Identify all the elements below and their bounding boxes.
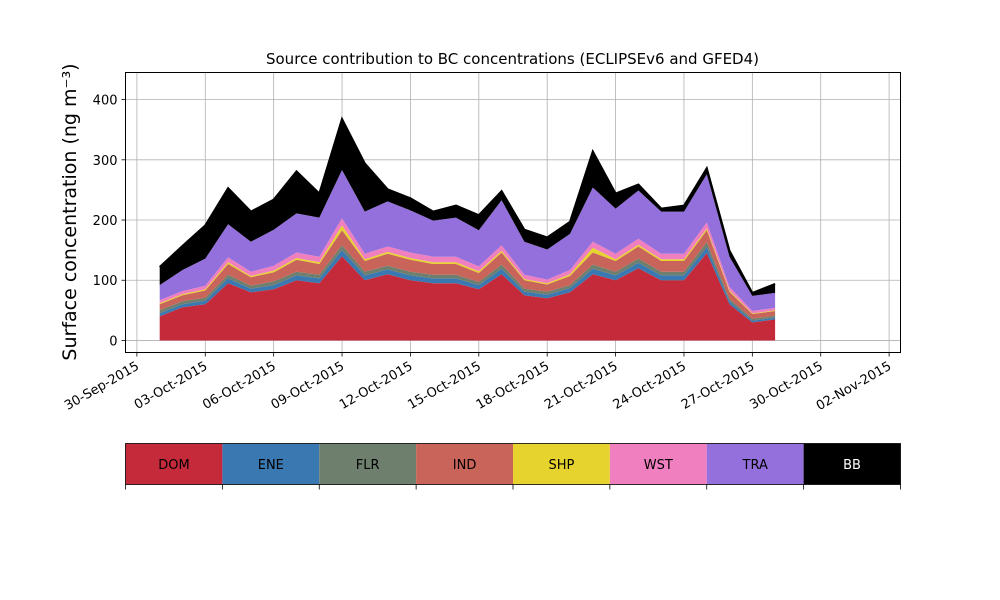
area-series-flr: [159, 242, 776, 321]
legend-swatch-wst: [609, 443, 707, 485]
chart-title: Source contribution to BC concentrations…: [266, 50, 759, 68]
legend-swatch-ene: [222, 443, 320, 485]
y-axis-label: Surface concentration (ng m⁻³): [59, 63, 81, 360]
area-series-dom: [159, 253, 776, 341]
legend-label-flr: FLR: [356, 458, 380, 473]
legend-swatch-ind: [416, 443, 513, 485]
area-series-ind: [159, 230, 776, 319]
y-axis: 0 100 200 300 400: [93, 94, 126, 349]
legend-label-wst: WST: [644, 458, 673, 473]
total-line: [159, 116, 776, 295]
legend-colorbar: DOM ENE FLR IND SHP WST TRA BB: [125, 443, 901, 490]
legend-swatch-bb: [803, 443, 901, 485]
area-series-tra: [159, 170, 776, 311]
legend-label-shp: SHP: [549, 458, 575, 473]
area-series-wst: [159, 218, 776, 314]
legend-label-bb: BB: [843, 458, 861, 473]
legend-swatch-tra: [706, 443, 804, 485]
legend-label-tra: TRA: [742, 458, 768, 473]
legend-swatch-shp: [513, 443, 610, 485]
stacked-area-series: [159, 116, 776, 341]
y-tick-label: 0: [109, 334, 117, 349]
y-tick-label: 200: [93, 214, 118, 229]
y-tick-label: 300: [93, 154, 118, 169]
plot-area: [125, 72, 901, 353]
y-tick-label: 100: [93, 274, 118, 289]
area-series-bb: [159, 118, 776, 296]
plot-frame: [125, 72, 901, 353]
legend-label-ene: ENE: [258, 458, 284, 473]
legend-label-dom: DOM: [158, 458, 189, 473]
area-series-ene: [159, 247, 776, 323]
legend-swatch-dom: [125, 443, 223, 485]
legend-label-ind: IND: [453, 458, 477, 473]
y-tick-label: 400: [93, 94, 118, 109]
legend-swatch-flr: [319, 443, 417, 485]
